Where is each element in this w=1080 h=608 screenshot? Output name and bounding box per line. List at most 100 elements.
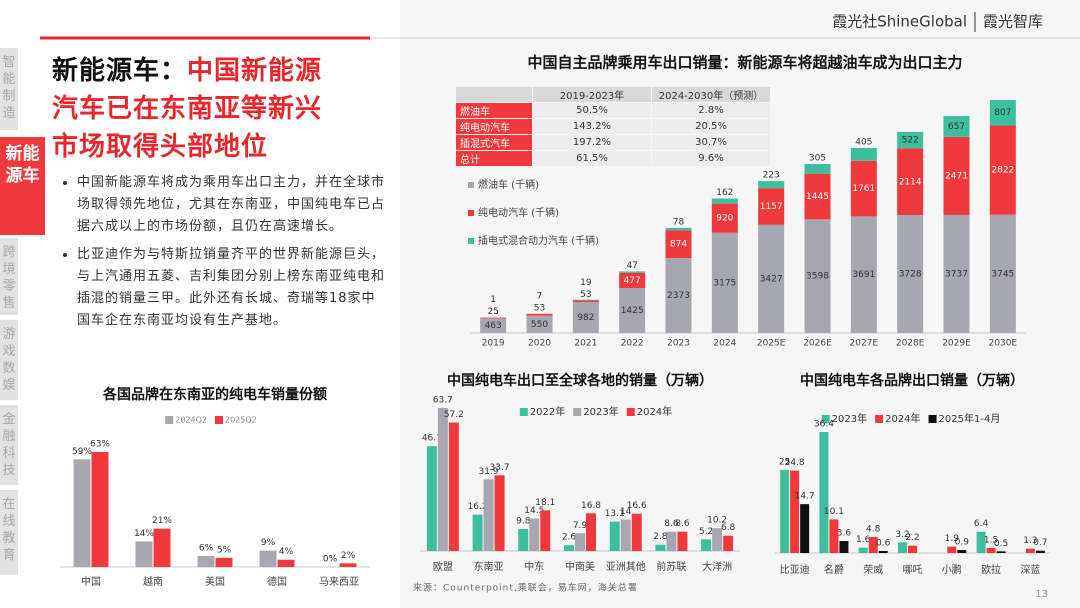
legend-swatch — [519, 408, 528, 416]
bar — [472, 514, 483, 551]
legend-label: 2025年1-4月 — [939, 412, 1001, 425]
data-label: 16.6 — [627, 501, 647, 511]
bar — [483, 479, 494, 551]
sidebar-tab[interactable]: 在线教育 — [0, 490, 18, 575]
data-label: 3175 — [713, 278, 736, 288]
data-label: 3737 — [945, 269, 968, 279]
data-label: 6% — [199, 544, 214, 554]
bar — [529, 518, 540, 551]
product: 霞光智库 — [983, 13, 1043, 31]
sidebar-tab[interactable]: 新能源车 — [0, 137, 45, 235]
data-label: 405 — [855, 137, 872, 147]
x-tick-label: 欧盟 — [433, 561, 453, 573]
data-label: 0.7 — [1033, 538, 1047, 548]
x-tick-label: 2030E — [989, 339, 1018, 349]
x-tick-label: 大洋洲 — [702, 560, 732, 573]
bar-segment — [943, 136, 970, 215]
bar — [91, 452, 109, 567]
x-tick-label: 2027E — [850, 339, 879, 349]
bar-segment — [897, 131, 924, 149]
bar — [976, 531, 986, 553]
bar — [564, 545, 574, 551]
bar-segment — [804, 219, 831, 333]
bar-segment — [711, 232, 738, 333]
data-label: 3691 — [852, 270, 875, 280]
bar — [518, 529, 529, 551]
sidebar-tab[interactable]: 游戏数娱 — [0, 320, 18, 400]
data-label: 1.5 — [984, 536, 998, 546]
data-label: 6.4 — [974, 519, 989, 529]
data-label: 19 — [580, 278, 592, 288]
legend-swatch — [821, 415, 830, 423]
bar — [215, 557, 233, 567]
growth-table: 2019-2023年 2024-2030年（预测） 燃油车 50.5% 2.8% 纯电… — [455, 86, 771, 167]
data-label: 162 — [716, 188, 733, 198]
data-label: 10.1 — [824, 507, 844, 517]
x-tick-label: 中国 — [81, 575, 101, 588]
x-tick-label: 荣威 — [863, 563, 883, 576]
legend-label: 2023年 — [583, 405, 618, 418]
bar — [908, 545, 917, 553]
data-label: 522 — [902, 136, 919, 146]
data-label: 18.1 — [535, 498, 555, 508]
data-label: 33.7 — [490, 463, 510, 473]
sidebar-tab[interactable]: 智能制造 — [0, 48, 18, 130]
bullet: 比亚迪作为与特斯拉销量齐平的世界新能源巨头，与上汽通用五菱、吉利集团分别上榜东南… — [77, 244, 387, 332]
table-cell: 2.8% — [652, 103, 770, 118]
data-label: 3728 — [899, 270, 922, 280]
sidebar-tab[interactable]: 跨境零售 — [0, 238, 18, 315]
bar-segment — [572, 300, 599, 302]
data-label: 8.6 — [675, 519, 690, 529]
table-header: 2024-2030年（预测） — [652, 87, 770, 102]
data-label: 4.8 — [866, 525, 881, 535]
data-label: 3598 — [806, 272, 829, 282]
data-label: 874 — [670, 240, 687, 250]
bar — [620, 519, 631, 551]
bar-segment — [572, 301, 599, 333]
bar — [723, 535, 734, 551]
legend-swatch — [626, 408, 635, 416]
page-number: 13 — [1035, 589, 1048, 600]
data-label: 14.5 — [524, 506, 544, 516]
x-tick-label: 2023 — [667, 339, 690, 349]
source: 来源：Counterpoint,乘联会，易车网，海关总署 — [413, 582, 638, 594]
data-label: 2822 — [991, 166, 1014, 176]
bar — [957, 550, 967, 553]
bar-segment — [989, 214, 1016, 333]
data-label: 5% — [217, 545, 232, 555]
bar — [677, 531, 688, 551]
bar — [986, 548, 996, 553]
x-tick-label: 2024 — [713, 339, 736, 349]
x-tick-label: 2026E — [803, 339, 832, 349]
chart-title: 中国纯电车各品牌出口销量（万辆） — [800, 372, 1024, 389]
data-label: 2.8 — [653, 532, 668, 542]
bar-segment — [897, 215, 924, 333]
bar-segment — [850, 216, 877, 333]
data-label: 5.2 — [699, 527, 713, 537]
heading: 新能源车：中国新能源汽车已在东南亚等新兴市场取得头部地位 — [52, 52, 340, 166]
bar — [898, 542, 907, 553]
legend-label: 燃油车 (千辆) — [478, 178, 539, 191]
legend-label: 2024年 — [637, 405, 672, 418]
sidebar-tab[interactable]: 金融科技 — [0, 405, 18, 485]
bar-segment — [480, 317, 507, 319]
bar — [575, 533, 585, 551]
bar — [426, 446, 437, 551]
data-label: 53 — [580, 290, 591, 300]
data-label: 1.6 — [856, 535, 871, 545]
data-label: 78 — [673, 217, 685, 227]
data-label: 59% — [72, 447, 92, 457]
x-tick-label: 2029E — [942, 339, 971, 349]
heading-prefix: 新能源车： — [52, 56, 188, 86]
data-label: 1157 — [760, 202, 783, 212]
x-tick-label: 2021 — [574, 339, 597, 349]
x-tick-label: 名爵 — [824, 563, 844, 576]
data-label: 57.2 — [444, 410, 464, 420]
data-label: 2% — [341, 551, 356, 561]
data-label: 0.5 — [994, 539, 1008, 549]
legend-label: 2024Q2 — [175, 416, 207, 425]
table-cell: 插混式汽车 — [456, 135, 532, 150]
data-label: 9% — [261, 538, 276, 548]
bar — [839, 541, 849, 553]
bar — [135, 541, 153, 567]
